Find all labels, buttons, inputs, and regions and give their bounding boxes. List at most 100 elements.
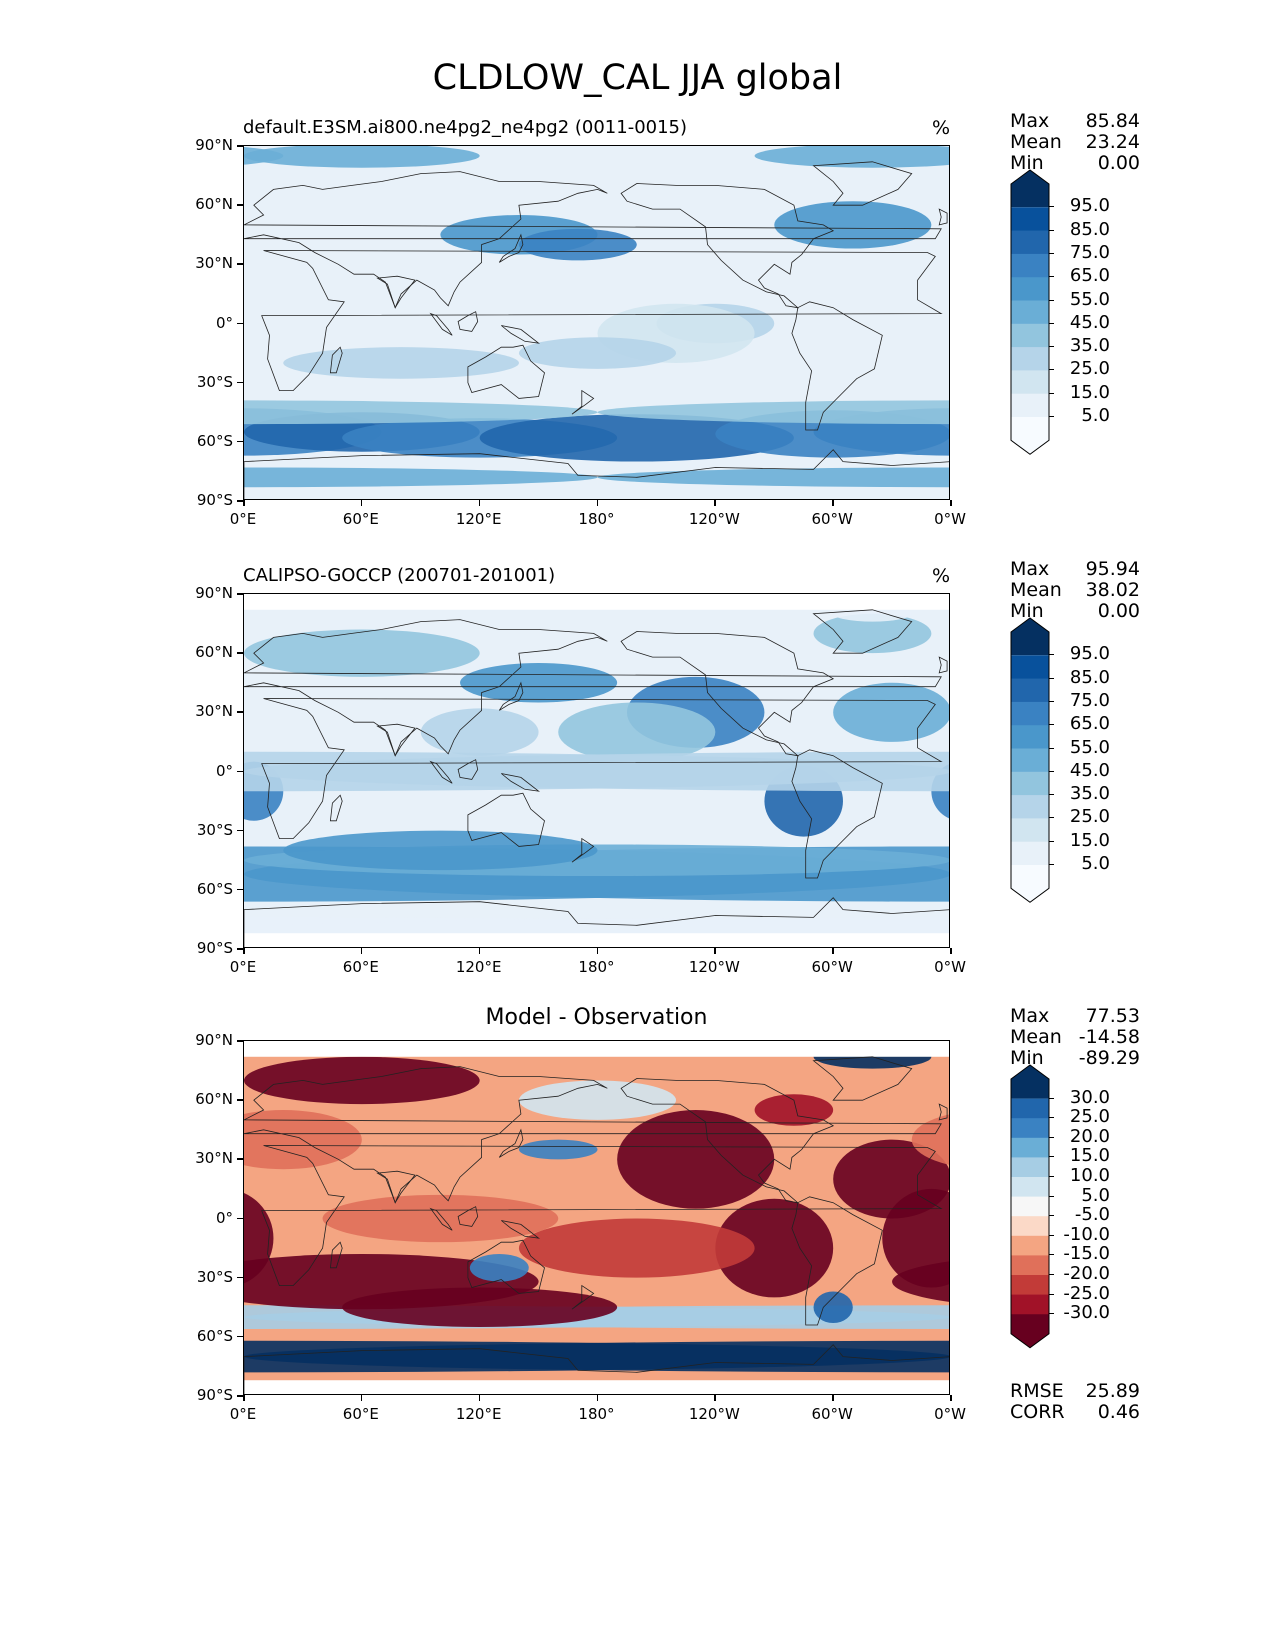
- y-tick-label: 0°: [215, 1208, 233, 1227]
- y-tick-label: 0°: [215, 761, 233, 780]
- colorbar-label: 20.0: [1069, 1125, 1110, 1147]
- coastline-japan: [498, 1128, 524, 1158]
- colorbar: [1010, 1064, 1050, 1349]
- x-tick-mark: [478, 948, 481, 954]
- coastline-madagascar: [329, 1241, 343, 1269]
- y-tick-label: 60°S: [196, 431, 233, 450]
- colorbar-label: 35.0: [1069, 335, 1110, 357]
- y-tick-label: 60°S: [196, 879, 233, 898]
- coastline-madagascar: [329, 346, 343, 374]
- x-tick-label: 60°W: [811, 510, 853, 528]
- colorbar-tick: [1049, 1215, 1054, 1217]
- y-tick-label: 60°N: [195, 195, 233, 214]
- contour-region: [420, 708, 539, 756]
- colorbar-swatch: [1011, 347, 1049, 371]
- contour-region: [244, 629, 480, 677]
- coastline-japan: [498, 681, 524, 711]
- coastline-new-guinea: [501, 1220, 541, 1239]
- y-tick-mark: [237, 1217, 243, 1219]
- panel-title: Model - Observation: [485, 1005, 708, 1030]
- stat-label: Min: [1010, 600, 1044, 622]
- y-tick-mark: [237, 381, 243, 384]
- y-tick-mark: [237, 1158, 243, 1160]
- colorbar-tick: [1049, 322, 1054, 324]
- x-tick-label: 180°: [578, 958, 615, 976]
- y-tick-mark: [237, 145, 243, 147]
- colorbar-tick: [1049, 1117, 1054, 1119]
- coastline-japan: [498, 233, 524, 263]
- colorbar-tick: [1049, 1136, 1054, 1138]
- x-tick-label: 0°W: [934, 1405, 966, 1423]
- y-tick-mark: [237, 1395, 243, 1397]
- colorbar-swatch: [1011, 207, 1049, 232]
- x-tick-mark: [596, 1395, 598, 1401]
- colorbar-label: -20.0: [1063, 1263, 1110, 1284]
- coastline-north-america: [620, 631, 835, 757]
- colorbar-swatch: [1011, 771, 1049, 796]
- x-tick-mark: [950, 1395, 952, 1401]
- x-tick-label: 120°E: [455, 510, 502, 528]
- colorbar-swatch: [1011, 300, 1049, 325]
- coastline-greenland: [812, 1056, 913, 1101]
- colorbar-swatch: [1011, 230, 1049, 255]
- contour-region: [518, 337, 677, 369]
- coastline-sumatra: [429, 760, 453, 784]
- contour-region: [244, 400, 598, 425]
- colorbar-swatch: [1011, 170, 1049, 208]
- contour-region: [597, 400, 949, 425]
- colorbar-tick: [1049, 416, 1054, 417]
- stat-value: 95.94: [1085, 558, 1140, 580]
- panel-title: CALIPSO-GOCCP (200701-201001): [243, 565, 556, 586]
- colorbar-label: 85.0: [1069, 666, 1110, 688]
- colorbar-tick: [1049, 299, 1054, 301]
- y-tick-label: 90°S: [196, 1386, 233, 1404]
- colorbar-label: 25.0: [1069, 806, 1110, 828]
- contour-region: [813, 1291, 853, 1324]
- colorbar-label: -10.0: [1063, 1223, 1110, 1245]
- colorbar-swatch: [1011, 370, 1049, 395]
- contour-region: [342, 1287, 618, 1327]
- contour-region: [244, 467, 598, 488]
- y-tick-label: 90°N: [195, 584, 233, 602]
- stat-label: Max: [1010, 1005, 1050, 1027]
- colorbar-tick: [1049, 700, 1054, 702]
- colorbar-swatch: [1011, 1294, 1049, 1315]
- coastline-madagascar: [329, 794, 343, 822]
- x-tick-mark: [360, 500, 363, 506]
- y-tick-mark: [237, 1276, 243, 1279]
- colorbar-label: 55.0: [1069, 736, 1110, 758]
- contour-region: [283, 347, 519, 379]
- coastline-greenland: [812, 609, 913, 654]
- y-tick-mark: [237, 948, 243, 950]
- colorbar-swatch: [1011, 1177, 1049, 1198]
- colorbar-swatch: [1011, 1118, 1049, 1139]
- x-tick-label: 120°W: [688, 510, 740, 528]
- colorbar-swatch: [1011, 795, 1049, 819]
- x-tick-mark: [832, 948, 834, 954]
- colorbar-swatch: [1011, 1255, 1049, 1276]
- y-tick-label: 90°S: [196, 939, 233, 957]
- colorbar-swatch: [1011, 725, 1049, 749]
- coastline-north-america: [620, 1078, 835, 1204]
- contour-region: [754, 1094, 834, 1126]
- y-tick-label: 0°: [215, 313, 233, 332]
- x-tick-label: 0°W: [934, 958, 966, 976]
- x-tick-label: 120°W: [688, 958, 740, 976]
- x-tick-label: 120°W: [688, 1405, 740, 1423]
- x-tick-mark: [360, 948, 363, 954]
- contour-region: [244, 1340, 949, 1373]
- y-tick-label: 90°N: [195, 1031, 233, 1049]
- coastline-australia: [467, 1239, 545, 1294]
- stat-value: -89.29: [1078, 1047, 1140, 1069]
- y-tick-label: 30°N: [195, 702, 233, 721]
- coastline-europe-asia: [244, 171, 942, 309]
- colorbar-swatch: [1011, 253, 1049, 278]
- panel-title: default.E3SM.ai800.ne4pg2_ne4pg2 (0011-0…: [243, 117, 688, 138]
- coastline-south-america: [791, 1196, 883, 1326]
- contour-region: [597, 467, 949, 488]
- y-tick-mark: [237, 322, 243, 324]
- colorbar-tick: [1049, 1097, 1054, 1099]
- x-tick-label: 60°E: [342, 1405, 379, 1423]
- coastline-india: [376, 275, 416, 309]
- colorbar-tick: [1049, 1234, 1054, 1236]
